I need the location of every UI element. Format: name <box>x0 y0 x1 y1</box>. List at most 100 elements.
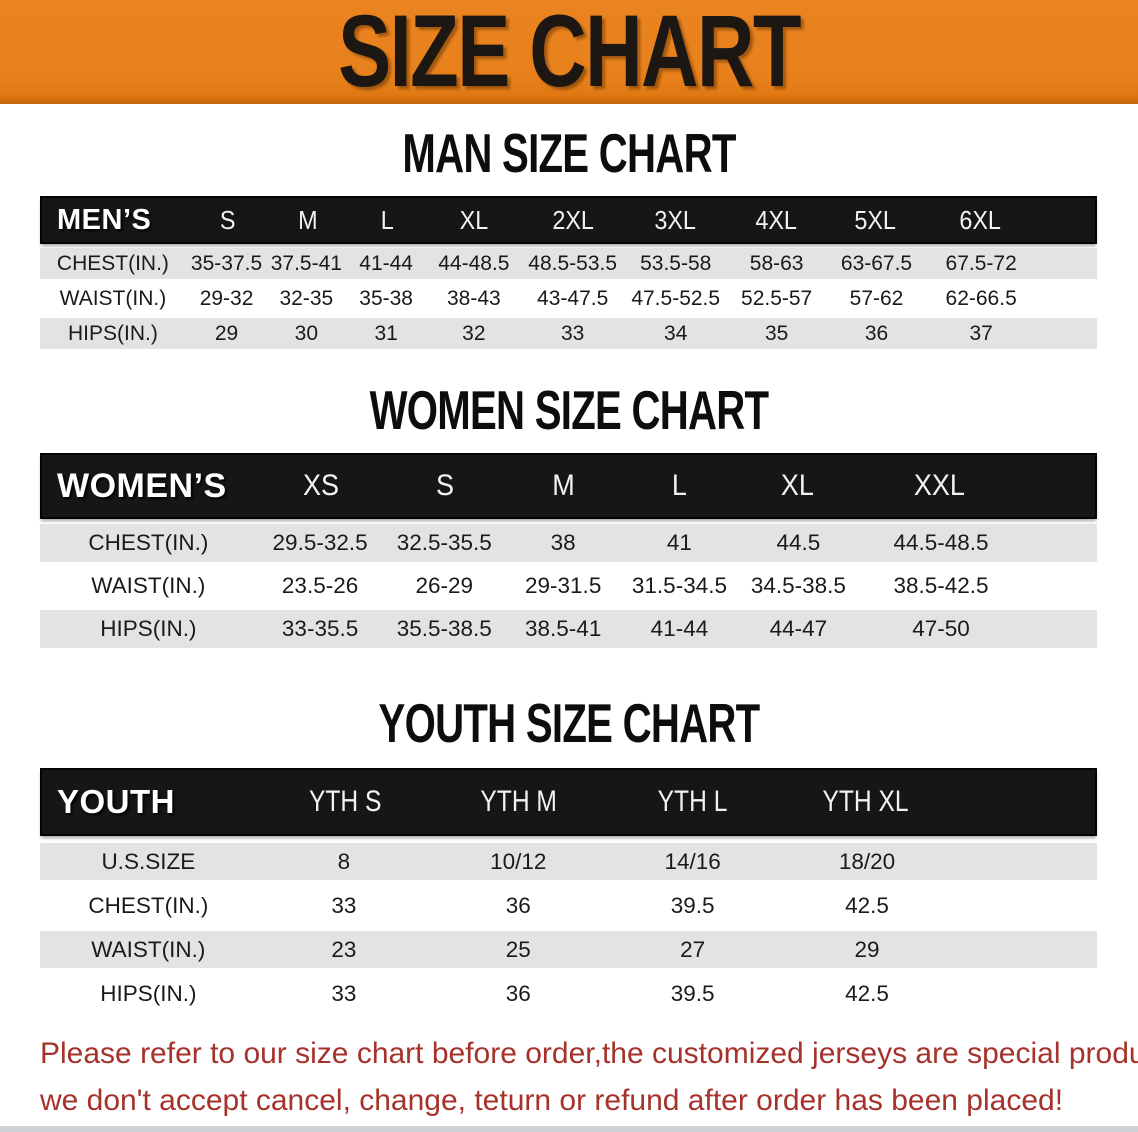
value-cell: 36 <box>505 980 531 1006</box>
value-cell: 10/12 <box>490 848 547 874</box>
value-cell: 32 <box>462 321 486 345</box>
disclaimer-line-1: Please refer to our size chart before or… <box>40 1037 1138 1070</box>
women-chest-row: CHEST(IN.) 29.5-32.5 32.5-35.5 38 41 44.… <box>40 524 1097 562</box>
value-cell: 43-47.5 <box>537 286 609 310</box>
value-cell: 32.5-35.5 <box>396 530 492 555</box>
spacer <box>954 931 1097 968</box>
size-column-header: XS <box>303 469 340 502</box>
value-cell: 38.5-42.5 <box>893 573 989 598</box>
row-label: CHEST(IN.) <box>56 251 169 275</box>
value-cell: 35.5-38.5 <box>396 616 492 641</box>
youth-chest-row: CHEST(IN.) 33 36 39.5 42.5 <box>40 887 1097 924</box>
spacer <box>954 843 1097 880</box>
men-chest-row: CHEST(IN.) 35-37.5 37.5-41 41-44 44-48.5… <box>40 248 1097 279</box>
value-cell: 18/20 <box>838 848 896 874</box>
row-label: WAIST(IN.) <box>91 936 206 962</box>
value-cell: 57-62 <box>849 286 904 310</box>
value-cell: 48.5-53.5 <box>528 251 618 275</box>
value-cell: 35-38 <box>359 286 413 310</box>
spacer <box>1036 283 1097 314</box>
row-label: WAIST(IN.) <box>91 573 206 598</box>
size-column-header: L <box>671 469 687 502</box>
youth-hips-row: HIPS(IN.) 33 36 39.5 42.5 <box>40 975 1097 1012</box>
value-cell: 44.5 <box>776 530 821 555</box>
value-cell: 44.5-48.5 <box>893 530 989 555</box>
value-cell: 47.5-52.5 <box>631 286 721 310</box>
value-cell: 38.5-41 <box>525 616 602 641</box>
size-column-header: YTH M <box>480 785 557 818</box>
value-cell: 63-67.5 <box>840 251 913 275</box>
size-column-header: M <box>297 204 318 235</box>
women-hips-row: HIPS(IN.) 33-35.5 35.5-38.5 38.5-41 41-4… <box>40 610 1097 648</box>
value-cell: 29.5-32.5 <box>272 530 368 555</box>
men-section-heading: MAN SIZE CHART <box>402 122 736 184</box>
value-cell: 44-48.5 <box>438 251 510 275</box>
spacer <box>1021 455 1095 517</box>
size-column-header: YTH S <box>308 785 381 818</box>
value-cell: 33 <box>560 321 585 345</box>
value-cell: 34 <box>664 321 688 345</box>
spacer <box>1023 610 1097 648</box>
disclaimer-line-2: we don't accept cancel, change, teturn o… <box>40 1084 1064 1117</box>
youth-ussize-row: U.S.SIZE 8 10/12 14/16 18/20 <box>40 843 1097 880</box>
women-section-heading: WOMEN SIZE CHART <box>369 379 769 441</box>
value-cell: 33 <box>331 892 357 918</box>
value-cell: 42.5 <box>845 892 889 918</box>
banner: SIZE CHART <box>0 0 1138 104</box>
value-cell: 29-32 <box>199 286 254 310</box>
women-table-label: WOMEN’S <box>57 466 227 505</box>
spacer <box>1023 567 1097 605</box>
youth-section-heading: YOUTH SIZE CHART <box>378 692 761 754</box>
value-cell: 36 <box>864 321 889 345</box>
value-cell: 41-44 <box>359 251 413 275</box>
value-cell: 39.5 <box>670 892 715 918</box>
value-cell: 42.5 <box>845 980 889 1006</box>
size-column-header: 4XL <box>755 204 797 235</box>
size-column-header: S <box>435 469 454 502</box>
spacer <box>953 770 1095 834</box>
value-cell: 26-29 <box>415 573 474 598</box>
youth-size-table: YOUTH YTH S YTH M YTH L YTH XL U.S.SIZE … <box>40 768 1097 1012</box>
value-cell: 37.5-41 <box>270 251 342 275</box>
size-column-header: L <box>380 204 394 235</box>
value-cell: 27 <box>680 936 706 962</box>
row-label: CHEST(IN.) <box>88 892 209 918</box>
value-cell: 32-35 <box>279 286 334 310</box>
value-cell: 25 <box>505 936 531 962</box>
size-column-header: XXL <box>914 469 966 502</box>
value-cell: 23.5-26 <box>281 573 359 598</box>
value-cell: 52.5-57 <box>741 286 813 310</box>
value-cell: 58-63 <box>749 251 804 275</box>
row-label: HIPS(IN.) <box>100 980 197 1006</box>
size-column-header: YTH L <box>657 785 728 818</box>
women-size-table: WOMEN’S XS S M L XL XXL CHEST(IN.) 29.5-… <box>40 453 1097 648</box>
size-column-header: 5XL <box>854 204 897 235</box>
value-cell: 38 <box>550 530 576 555</box>
men-waist-row: WAIST(IN.) 29-32 32-35 35-38 38-43 43-47… <box>40 283 1097 314</box>
women-table-header-row: WOMEN’S XS S M L XL XXL <box>40 453 1097 519</box>
bottom-edge-strip <box>0 1126 1138 1132</box>
value-cell: 35 <box>764 321 789 345</box>
size-column-header: 3XL <box>654 204 697 235</box>
men-table-header-row: MEN’S S M L XL 2XL 3XL 4XL 5XL 6XL <box>40 196 1097 244</box>
size-column-header: XL <box>459 204 489 235</box>
spacer <box>1036 248 1097 279</box>
value-cell: 41 <box>666 530 692 555</box>
value-cell: 47-50 <box>912 616 970 641</box>
size-column-header: XL <box>780 469 815 502</box>
value-cell: 33 <box>331 980 357 1006</box>
value-cell: 31.5-34.5 <box>631 573 727 598</box>
youth-table-label: YOUTH <box>57 783 175 820</box>
spacer <box>1023 524 1097 562</box>
row-label: CHEST(IN.) <box>88 530 209 555</box>
row-label: HIPS(IN.) <box>68 321 158 345</box>
men-table-label: MEN’S <box>57 203 152 236</box>
women-waist-row: WAIST(IN.) 23.5-26 26-29 29-31.5 31.5-34… <box>40 567 1097 605</box>
value-cell: 36 <box>505 892 531 918</box>
value-cell: 44-47 <box>769 616 828 641</box>
value-cell: 29 <box>854 936 880 962</box>
value-cell: 34.5-38.5 <box>750 573 846 598</box>
value-cell: 53.5-58 <box>640 251 712 275</box>
size-column-header: 2XL <box>551 204 594 235</box>
